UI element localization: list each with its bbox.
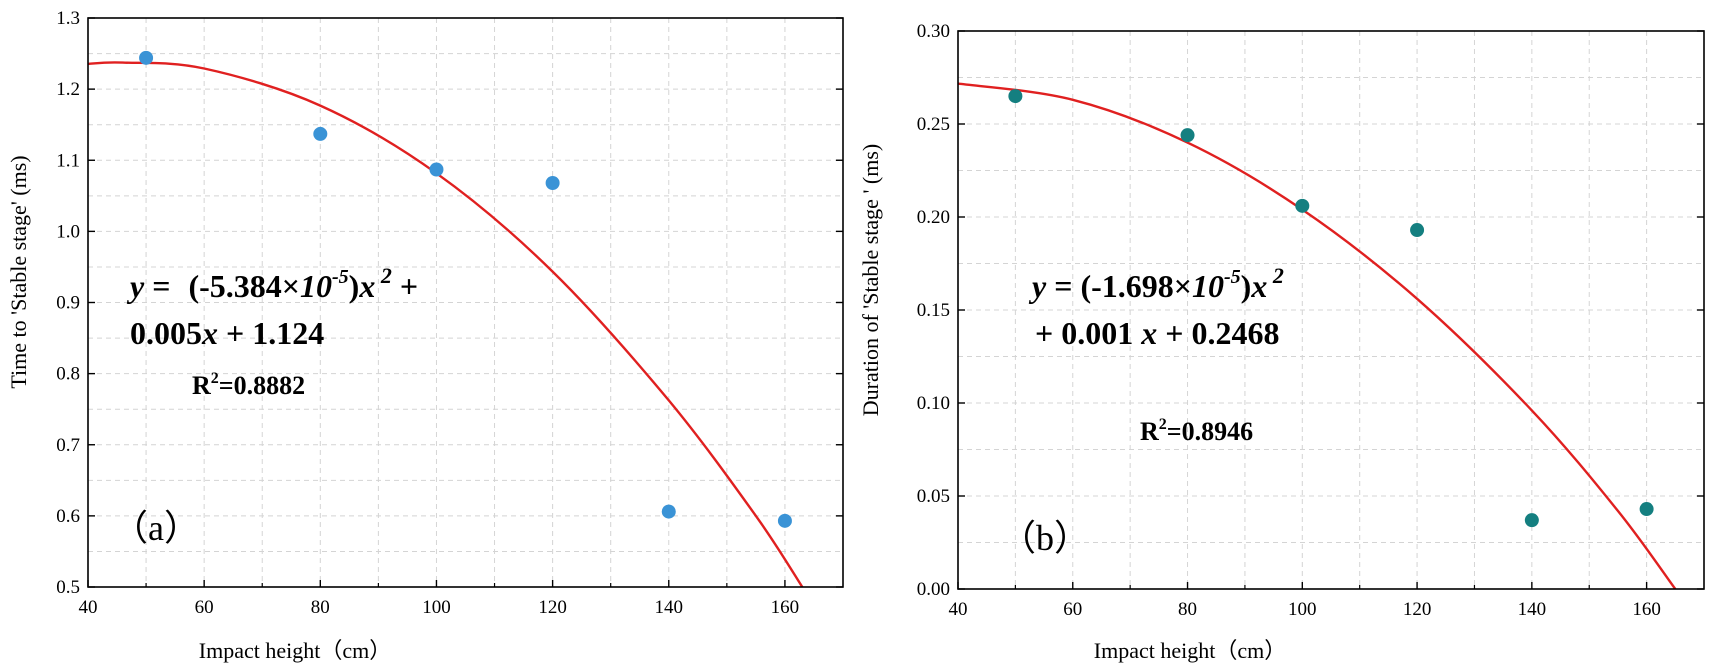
- chart-b-x-tick-label: 60: [1063, 599, 1082, 620]
- chart-a-data-point: [545, 176, 560, 191]
- chart-b-x-tick-label: 80: [1178, 599, 1197, 620]
- chart-b-panel-label: （b）: [1000, 518, 1090, 558]
- chart-a-y-tick-label: 0.8: [56, 364, 80, 385]
- chart-b-y-tick-label: 0.00: [917, 579, 950, 600]
- chart-b-y-tick-label: 0.10: [917, 393, 950, 414]
- chart-b-data-point: [1180, 128, 1195, 143]
- chart-a-y-tick-label: 1.2: [56, 79, 80, 100]
- chart-b-data-point: [1295, 198, 1310, 213]
- chart-b-x-tick-label: 40: [949, 599, 968, 620]
- chart-b: 40 60 80 100 120 140 160 0.00 0.05 0.10 0.15 0.20 0.…: [858, 21, 1705, 663]
- chart-a-y-tick-label: 1.3: [56, 8, 80, 29]
- chart-b-y-tick-label: 0.30: [917, 21, 950, 42]
- chart-a-data-point: [429, 162, 444, 177]
- chart-a-y-tick-label: 1.1: [56, 150, 80, 171]
- chart-a-x-tick-label: 160: [771, 597, 800, 618]
- chart-a-fit-equation-line1: y = (-5.384×10-5)x 2 +: [126, 263, 418, 304]
- chart-a-fit-equation-line2: 0.005x + 1.124: [130, 315, 324, 351]
- chart-a-fit-curve: [88, 61, 804, 587]
- chart-a-y-tick-label: 1.0: [56, 221, 80, 242]
- chart-a-x-tick-label: 100: [422, 597, 451, 618]
- chart-a-y-tick-label: 0.7: [56, 435, 80, 456]
- chart-b-data-point: [1639, 502, 1654, 517]
- chart-a-x-tick-label: 40: [79, 597, 98, 618]
- chart-b-y-tick-label: 0.25: [917, 114, 950, 135]
- chart-a-x-tick-label: 140: [655, 597, 684, 618]
- chart-a-panel-label: （a）: [112, 508, 200, 548]
- chart-a-x-tick-label: 80: [311, 597, 330, 618]
- chart-b-fit-equation-line1: y = (-1.698×10-5)x 2: [1028, 263, 1284, 304]
- chart-b-data-point: [1524, 513, 1539, 528]
- chart-b-plot-frame: [957, 30, 1705, 590]
- chart-a-y-axis-title: Time to 'Stable stage' (ms): [6, 155, 31, 388]
- chart-b-y-axis-title: Duration of 'Stable stage ' (ms): [858, 144, 883, 416]
- chart-a-x-axis-title: Impact height（cm）: [199, 638, 391, 663]
- chart-a-x-tick-label: 60: [195, 597, 214, 618]
- chart-a-plot-frame: [87, 17, 844, 588]
- chart-a-y-tick-label: 0.5: [56, 577, 80, 598]
- chart-a-data-point: [313, 126, 328, 141]
- chart-b-data-point: [1008, 89, 1023, 104]
- chart-a-data-point: [661, 504, 676, 519]
- chart-b-x-tick-label: 160: [1632, 599, 1661, 620]
- chart-a-data-point: [777, 513, 792, 528]
- chart-b-x-tick-label: 100: [1288, 599, 1317, 620]
- chart-b-fit-equation-line2: + 0.001 x + 0.2468: [1035, 315, 1279, 351]
- chart-b-y-tick-label: 0.05: [917, 486, 950, 507]
- chart-b-r-squared: R2=0.8946: [1140, 416, 1253, 446]
- chart-b-x-axis-title: Impact height（cm）: [1094, 638, 1286, 663]
- chart-a-r-squared: R2=0.8882: [192, 370, 305, 400]
- chart-a-x-tick-label: 120: [538, 597, 567, 618]
- chart-b-x-tick-label: 120: [1403, 599, 1432, 620]
- chart-b-data-point: [1410, 223, 1425, 238]
- chart-a-data-point: [139, 50, 154, 65]
- chart-a-y-tick-label: 0.9: [56, 293, 80, 314]
- chart-b-fit-curve: [958, 82, 1677, 589]
- chart-b-y-tick-label: 0.20: [917, 207, 950, 228]
- chart-a-y-tick-label: 0.6: [56, 506, 80, 527]
- chart-a: 40 60 80 100 120 140 160 0.5 0.6 0.7 0.8 0.9 1.0 1.1 1…: [6, 8, 844, 663]
- chart-b-x-tick-label: 140: [1518, 599, 1547, 620]
- chart-b-y-tick-label: 0.15: [917, 300, 950, 321]
